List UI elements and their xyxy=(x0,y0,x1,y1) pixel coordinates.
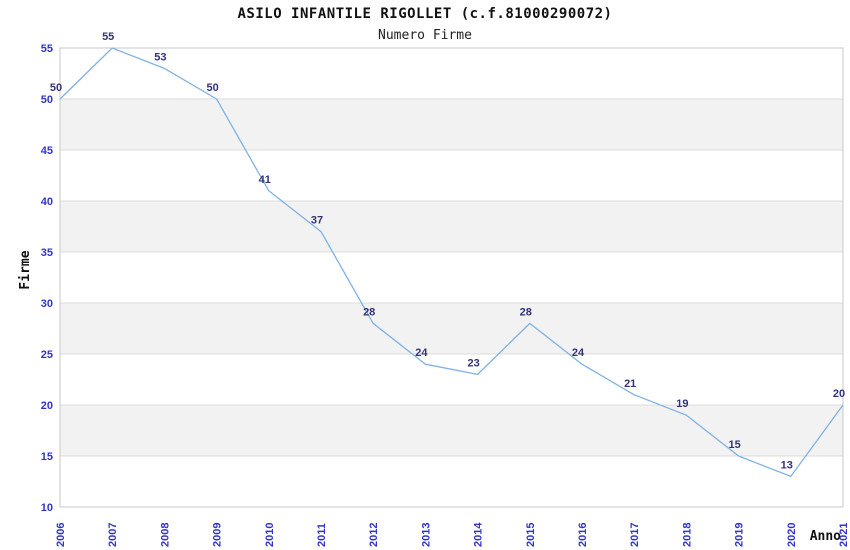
plot-band xyxy=(60,303,843,354)
x-tick-label: 2012 xyxy=(368,523,380,547)
data-point-label: 21 xyxy=(624,378,636,390)
x-tick-label: 2014 xyxy=(473,522,485,547)
y-tick-label: 30 xyxy=(41,298,53,310)
plot-band xyxy=(60,201,843,252)
data-point-label: 28 xyxy=(363,306,375,318)
x-tick-label: 2007 xyxy=(107,523,119,547)
x-tick-label: 2017 xyxy=(629,523,641,547)
plot-band xyxy=(60,456,843,507)
y-tick-label: 50 xyxy=(41,94,53,106)
y-tick-label: 10 xyxy=(41,502,53,514)
x-tick-label: 2013 xyxy=(420,523,432,547)
y-tick-label: 25 xyxy=(41,349,53,361)
data-point-label: 20 xyxy=(833,388,845,400)
y-tick-label: 55 xyxy=(41,43,53,55)
data-line xyxy=(59,47,844,478)
plot-band xyxy=(60,150,843,201)
x-tick-label: 2016 xyxy=(577,523,589,547)
data-point-label: 24 xyxy=(415,347,428,359)
data-point-label: 50 xyxy=(50,82,62,94)
data-point-label: 13 xyxy=(781,459,793,471)
plot-band xyxy=(60,48,843,99)
data-point-label: 50 xyxy=(206,82,218,94)
x-axis-label: Anno xyxy=(809,529,841,544)
plot-band xyxy=(60,405,843,456)
x-tick-label: 2010 xyxy=(264,523,276,547)
x-tick-label: 2011 xyxy=(316,523,328,547)
data-point-label: 24 xyxy=(572,347,585,359)
plot-band xyxy=(60,99,843,150)
y-tick-label: 20 xyxy=(41,400,53,412)
x-tick-label: 2019 xyxy=(734,523,746,547)
data-point-label: 53 xyxy=(154,51,166,63)
chart-subtitle: Numero Firme xyxy=(378,28,472,43)
data-point-label: 55 xyxy=(102,31,114,43)
y-tick-label: 15 xyxy=(41,451,53,463)
plot-band xyxy=(60,354,843,405)
data-point-label: 19 xyxy=(676,398,688,410)
x-tick-label: 2018 xyxy=(681,523,693,547)
x-tick-label: 2009 xyxy=(212,523,224,547)
x-tick-label: 2008 xyxy=(159,523,171,547)
data-point-label: 41 xyxy=(259,174,271,186)
x-tick-label: 2015 xyxy=(525,523,537,547)
x-tick-label: 2006 xyxy=(55,523,67,547)
plot-border xyxy=(59,47,844,508)
y-tick-label: 35 xyxy=(41,247,53,259)
chart-title: ASILO INFANTILE RIGOLLET (c.f.8100029007… xyxy=(237,6,613,22)
x-tick-label: 2021 xyxy=(838,523,850,547)
data-point-label: 37 xyxy=(311,215,323,227)
x-tick-label: 2020 xyxy=(786,523,798,547)
data-point-label: 28 xyxy=(520,306,532,318)
plot-band xyxy=(60,252,843,303)
y-tick-label: 40 xyxy=(41,196,53,208)
y-tick-label: 45 xyxy=(41,145,53,157)
data-point-label: 15 xyxy=(728,439,740,451)
data-point-label: 23 xyxy=(467,357,479,369)
